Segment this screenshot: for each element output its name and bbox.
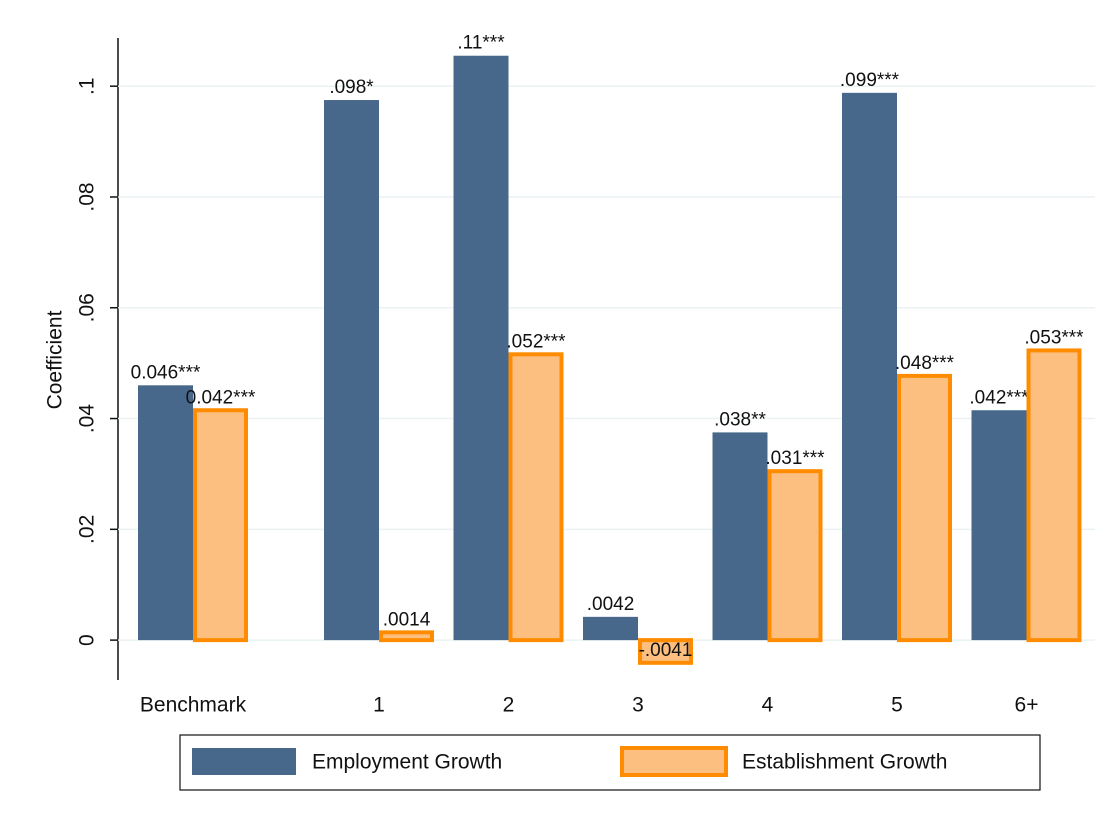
bar: [712, 432, 768, 641]
bar: [379, 630, 434, 643]
value-label: .042***: [969, 387, 1029, 408]
x-tick-label: Benchmark: [140, 694, 247, 717]
x-tick-label: 1: [373, 694, 385, 717]
x-tick-label: 6+: [1015, 694, 1039, 717]
legend-swatch: [192, 748, 296, 775]
bar: [897, 373, 952, 643]
x-tick-label: 3: [632, 694, 644, 717]
bar: [583, 616, 638, 641]
value-label: .053***: [1024, 327, 1084, 348]
bar: [842, 92, 897, 641]
legend-label: Establishment Growth: [742, 751, 947, 774]
value-label: .099***: [840, 70, 900, 91]
bar: [971, 410, 1027, 641]
value-label: -.0041: [639, 640, 693, 661]
y-tick-label: .1: [76, 77, 99, 95]
value-label: .038**: [714, 409, 766, 430]
bar: [138, 385, 193, 641]
x-tick-label: 2: [503, 694, 515, 717]
value-label: .0014: [383, 609, 431, 630]
x-tick-label: 5: [891, 694, 903, 717]
value-label: 0.042***: [186, 387, 256, 408]
y-tick-label: .02: [76, 515, 99, 544]
value-label: .052***: [506, 331, 566, 352]
value-label: 0.046***: [131, 362, 201, 383]
value-label: .11***: [457, 33, 505, 54]
value-label: .0042: [587, 594, 635, 615]
bar: [767, 469, 823, 643]
bar: [324, 100, 379, 641]
value-label: .098*: [329, 77, 374, 98]
bar: [638, 638, 693, 665]
bar: [508, 352, 564, 643]
y-tick-label: .04: [76, 404, 99, 434]
bar: [453, 55, 509, 641]
x-tick-label: 4: [762, 694, 774, 717]
y-tick-label: .06: [76, 293, 99, 322]
legend-swatch: [620, 746, 728, 777]
value-label: .031***: [765, 448, 825, 469]
y-tick-label: .08: [76, 182, 99, 211]
bar: [1026, 348, 1082, 643]
y-axis-label: Coefficient: [44, 310, 67, 409]
y-tick-label: 0: [76, 634, 99, 646]
value-label: .048***: [895, 353, 955, 374]
legend-label: Employment Growth: [312, 751, 502, 774]
bar: [193, 408, 248, 643]
legend-box: [179, 734, 1041, 791]
